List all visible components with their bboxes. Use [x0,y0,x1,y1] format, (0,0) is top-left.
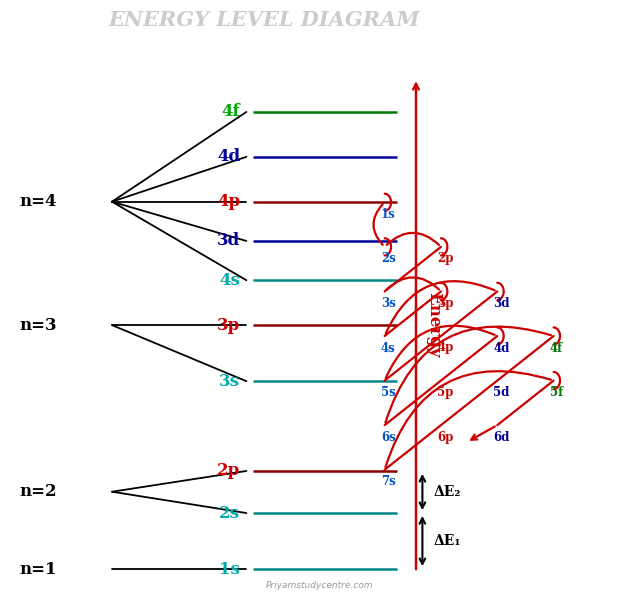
Text: 4s: 4s [381,341,396,355]
Text: 3s: 3s [219,373,240,390]
Text: 5d: 5d [493,386,510,399]
Text: 4f: 4f [550,341,563,355]
Text: 4d: 4d [493,341,510,355]
Text: 5s: 5s [381,386,396,399]
Text: 5p: 5p [437,386,454,399]
Text: 2p: 2p [217,463,240,479]
Text: Priyamstudycentre.com: Priyamstudycentre.com [266,581,374,590]
Text: 3d: 3d [217,232,240,250]
Text: ENERGY LEVEL DIAGRAM: ENERGY LEVEL DIAGRAM [109,10,420,29]
Text: 2p: 2p [437,253,454,265]
Text: 4f: 4f [221,103,240,121]
Text: ΔE₁: ΔE₁ [434,534,461,548]
Text: 6p: 6p [437,431,454,443]
Text: 3d: 3d [493,297,510,310]
Text: Energy: Energy [426,292,443,358]
Text: 7s: 7s [381,475,396,488]
Text: n=3: n=3 [19,317,57,334]
Text: 1s: 1s [381,208,396,221]
Text: ΔE₂: ΔE₂ [434,485,461,499]
Text: 4d: 4d [217,148,240,166]
Text: 3s: 3s [381,297,396,310]
Text: 5f: 5f [550,386,563,399]
Text: n=4: n=4 [19,193,57,210]
Text: n=1: n=1 [19,560,57,578]
Text: 4p: 4p [437,341,454,355]
Text: 6d: 6d [493,431,510,443]
Text: 2s: 2s [381,253,396,265]
Text: 2s: 2s [219,505,240,521]
Text: 4s: 4s [219,272,240,289]
Text: 1s: 1s [219,560,240,578]
Text: 4p: 4p [217,193,240,210]
Text: 3p: 3p [217,317,240,334]
Text: 3p: 3p [437,297,454,310]
Text: 6s: 6s [381,431,396,443]
Text: n=2: n=2 [19,483,57,500]
